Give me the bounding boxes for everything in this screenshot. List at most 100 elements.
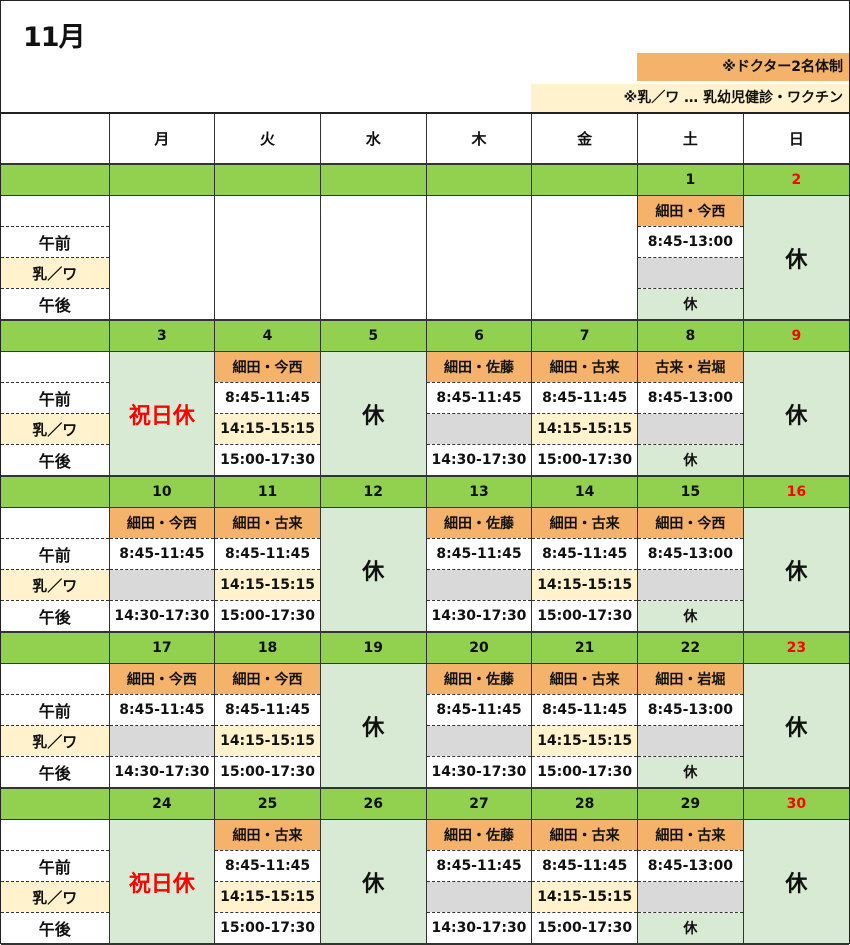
nyu-row: 乳／ワ 14:15-15:15 14:15-15:15 bbox=[1, 569, 849, 601]
pm-row: 午後 14:30-17:30 15:00-17:30 14:30-17:30 15:00… bbox=[1, 600, 849, 633]
nyu-hours-cell: 14:15-15:15 bbox=[214, 413, 321, 445]
date-cell bbox=[108, 164, 215, 196]
weekday-5: 土 bbox=[637, 114, 744, 165]
weekday-0: 月 bbox=[108, 114, 215, 165]
nyu-row: 乳／ワ 14:15-15:15 14:15-15:15 bbox=[1, 725, 849, 757]
date-cell: 21 bbox=[531, 632, 638, 664]
nyu-row: 乳／ワ bbox=[1, 257, 849, 289]
pm-hours-cell: 15:00-17:30 bbox=[214, 444, 321, 477]
date-cell: 1 bbox=[637, 164, 744, 196]
am-hours-cell: 8:45-11:45 bbox=[531, 382, 638, 414]
doctors-cell: 細田・今西 bbox=[214, 351, 321, 383]
row-label-am: 午前 bbox=[1, 538, 109, 570]
date-cell bbox=[319, 164, 427, 196]
empty-day-cell bbox=[214, 195, 321, 321]
am-hours-cell: 8:45-11:45 bbox=[425, 694, 532, 726]
am-hours-cell: 8:45-13:00 bbox=[637, 850, 744, 882]
pm-hours-cell: 14:30-17:30 bbox=[108, 756, 215, 789]
date-cell: 14 bbox=[531, 476, 638, 508]
closed-day-cell: 休 bbox=[319, 351, 427, 477]
pm-hours-cell: 15:00-17:30 bbox=[531, 444, 638, 477]
pm-closed-cell: 休 bbox=[637, 756, 744, 789]
pm-hours-cell: 15:00-17:30 bbox=[214, 600, 321, 633]
closed-day-cell: 休 bbox=[742, 351, 849, 477]
doctors-cell: 細田・佐藤 bbox=[425, 819, 532, 851]
closed-day-cell: 休 bbox=[319, 507, 427, 633]
am-hours-cell: 8:45-13:00 bbox=[637, 694, 744, 726]
row-label-pm: 午後 bbox=[1, 912, 109, 945]
nyu-none-cell bbox=[108, 569, 215, 601]
date-cell: 7 bbox=[531, 320, 638, 352]
weekday-1: 火 bbox=[214, 114, 321, 165]
doctors-cell: 細田・古来 bbox=[214, 819, 321, 851]
weekday-2: 水 bbox=[319, 114, 427, 165]
doctors-cell: 細田・今西 bbox=[637, 195, 744, 227]
nyu-hours-cell: 14:15-15:15 bbox=[531, 569, 638, 601]
row-label-pm: 午後 bbox=[1, 756, 109, 789]
doctors-row: 細田・今西 細田・今西休細田・佐藤 細田・古来 細田・岩堀休 bbox=[1, 663, 849, 789]
doctors-row: 祝日休 細田・今西休細田・佐藤 細田・古来 古来・岩堀休 bbox=[1, 351, 849, 477]
nyu-none-cell bbox=[425, 569, 532, 601]
empty-day-cell bbox=[108, 195, 215, 321]
nyu-row: 乳／ワ 14:15-15:15 14:15-15:15 bbox=[1, 881, 849, 913]
closed-day-cell: 休 bbox=[319, 819, 427, 945]
am-hours-cell: 8:45-11:45 bbox=[214, 694, 321, 726]
date-cell: 20 bbox=[425, 632, 532, 664]
date-cell: 4 bbox=[214, 320, 321, 352]
doctors-cell: 細田・古来 bbox=[531, 507, 638, 539]
date-cell: 17 bbox=[108, 632, 215, 664]
doctors-cell: 細田・古来 bbox=[531, 663, 638, 695]
doctors-cell: 細田・佐藤 bbox=[425, 351, 532, 383]
nyu-none-cell bbox=[637, 569, 744, 601]
weekday-4: 金 bbox=[531, 114, 638, 165]
am-hours-cell: 8:45-13:00 bbox=[637, 538, 744, 570]
nyu-hours-cell: 14:15-15:15 bbox=[531, 413, 638, 445]
date-cell: 16 bbox=[742, 476, 849, 508]
weekday-3: 木 bbox=[425, 114, 532, 165]
am-hours-cell: 8:45-13:00 bbox=[637, 226, 744, 258]
date-cell bbox=[531, 164, 638, 196]
month-title: 11月 bbox=[23, 22, 86, 53]
date-row-label bbox=[1, 632, 109, 664]
pm-hours-cell: 15:00-17:30 bbox=[531, 912, 638, 945]
pm-hours-cell: 14:30-17:30 bbox=[425, 444, 532, 477]
date-cell: 8 bbox=[637, 320, 744, 352]
row-label-nyu: 乳／ワ bbox=[1, 881, 109, 913]
row-label-am: 午前 bbox=[1, 694, 109, 726]
am-hours-cell: 8:45-11:45 bbox=[425, 850, 532, 882]
am-row: 午前 8:45-11:45 8:45-11:45 8:45-11:45 8:45-11:… bbox=[1, 694, 849, 726]
row-label-nyu: 乳／ワ bbox=[1, 413, 109, 445]
nyu-none-cell bbox=[637, 881, 744, 913]
nyu-hours-cell: 14:15-15:15 bbox=[214, 725, 321, 757]
nyu-hours-cell: 14:15-15:15 bbox=[214, 881, 321, 913]
doctors-cell: 細田・古来 bbox=[531, 351, 638, 383]
am-row: 午前 8:45-11:45 8:45-11:45 8:45-11:45 8:45-11:… bbox=[1, 538, 849, 570]
date-row: 10 11 12 13 14 15 16 bbox=[1, 476, 849, 508]
pm-hours-cell: 15:00-17:30 bbox=[214, 912, 321, 945]
legend-doctors: ※ドクター2名体制 bbox=[637, 53, 849, 81]
pm-hours-cell: 15:00-17:30 bbox=[214, 756, 321, 789]
row-label-nyu: 乳／ワ bbox=[1, 257, 109, 289]
date-cell: 28 bbox=[531, 788, 638, 820]
row-label-pm: 午後 bbox=[1, 600, 109, 633]
date-cell: 15 bbox=[637, 476, 744, 508]
pm-hours-cell: 14:30-17:30 bbox=[425, 600, 532, 633]
nyu-none-cell bbox=[108, 725, 215, 757]
nyu-hours-cell: 14:15-15:15 bbox=[531, 881, 638, 913]
row-label-blank bbox=[1, 819, 109, 851]
row-label-pm: 午後 bbox=[1, 444, 109, 477]
date-cell: 29 bbox=[637, 788, 744, 820]
doctors-row: 祝日休 細田・古来休細田・佐藤 細田・古来 細田・古来休 bbox=[1, 819, 849, 945]
am-hours-cell: 8:45-11:45 bbox=[531, 538, 638, 570]
pm-closed-cell: 休 bbox=[637, 912, 744, 945]
empty-day-cell bbox=[425, 195, 532, 321]
am-hours-cell: 8:45-11:45 bbox=[214, 850, 321, 882]
am-row: 午前 8:45-11:45 8:45-11:45 8:45-11:45 8:45-13:… bbox=[1, 382, 849, 414]
closed-day-cell: 休 bbox=[742, 819, 849, 945]
date-cell: 25 bbox=[214, 788, 321, 820]
am-hours-cell: 8:45-11:45 bbox=[108, 694, 215, 726]
empty-day-cell bbox=[319, 195, 427, 321]
